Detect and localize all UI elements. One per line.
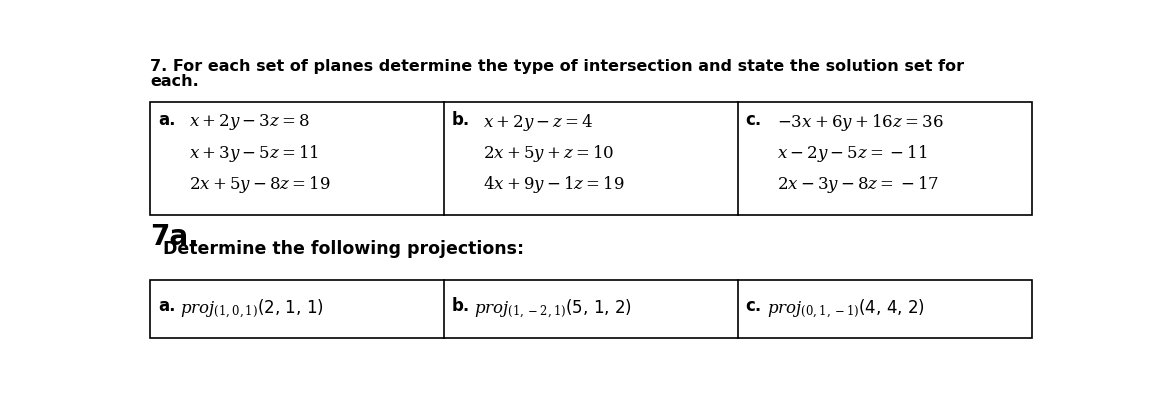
Text: $4x + 9y - 1z = 19$: $4x + 9y - 1z = 19$: [483, 174, 625, 195]
Text: c.: c.: [746, 111, 762, 129]
Text: $\mathit{proj}_{(1,0,1)}$(2, 1, 1): $\mathit{proj}_{(1,0,1)}$(2, 1, 1): [180, 298, 324, 321]
Text: 7. For each set of planes determine the type of intersection and state the solut: 7. For each set of planes determine the …: [150, 58, 964, 74]
Text: $\mathit{proj}_{(0,1,-1)}$(4, 4, 2): $\mathit{proj}_{(0,1,-1)}$(4, 4, 2): [767, 298, 925, 321]
Bar: [150, 280, 1032, 338]
Text: $x - 2y - 5z = -11$: $x - 2y - 5z = -11$: [776, 143, 927, 164]
Text: $2x + 5y - 8z = 19$: $2x + 5y - 8z = 19$: [189, 174, 331, 195]
Text: $x + 2y - 3z = 8$: $x + 2y - 3z = 8$: [189, 113, 310, 132]
Text: b.: b.: [452, 111, 470, 129]
Text: $-3x + 6y + 16z = 36$: $-3x + 6y + 16z = 36$: [776, 113, 943, 134]
Text: $x + 2y - z = 4$: $x + 2y - z = 4$: [483, 113, 594, 134]
Text: b.: b.: [452, 297, 470, 315]
Text: a.: a.: [158, 111, 175, 129]
Text: c.: c.: [746, 297, 762, 315]
Text: $2x - 3y - 8z = -17$: $2x - 3y - 8z = -17$: [776, 174, 939, 195]
Text: $2x + 5y + z = 10$: $2x + 5y + z = 10$: [483, 143, 615, 164]
Text: Determine the following projections:: Determine the following projections:: [163, 240, 523, 258]
Text: $\mathit{proj}_{(1,-2,1)}$(5, 1, 2): $\mathit{proj}_{(1,-2,1)}$(5, 1, 2): [474, 298, 632, 321]
Text: each.: each.: [150, 74, 199, 89]
Bar: [150, 102, 1032, 215]
Text: 7a.: 7a.: [150, 223, 199, 251]
Text: $x + 3y - 5z = 11$: $x + 3y - 5z = 11$: [189, 143, 319, 164]
Text: a.: a.: [158, 297, 175, 315]
